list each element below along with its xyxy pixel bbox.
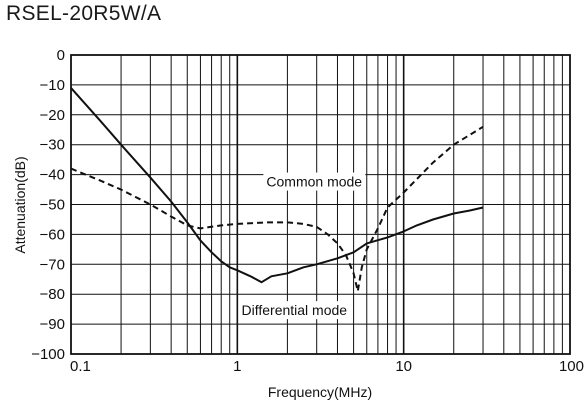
x-tick-label: 0.1	[70, 358, 91, 375]
annotation-background	[263, 172, 366, 191]
chart-title: RSEL-20R5W/A	[6, 2, 162, 25]
annotation-differential-mode: Differential mode	[242, 302, 348, 318]
y-tick-label: −50	[40, 197, 65, 214]
y-axis-label: Attenuation(dB)	[12, 156, 28, 253]
y-tick-label: −100	[31, 346, 65, 363]
y-tick-label: −10	[40, 77, 65, 94]
x-tick-labels: 0.1 1 10 100	[70, 358, 584, 375]
series-line-common-mode	[70, 125, 484, 293]
annotation-layer: Common mode Differential mode	[238, 172, 366, 320]
x-tick-label: 100	[559, 358, 584, 375]
y-tick-label: −60	[40, 226, 65, 243]
y-tick-label: −70	[40, 256, 65, 273]
annotation-common-mode: Common mode	[266, 174, 362, 190]
y-tick-label: −20	[40, 107, 65, 124]
series-line-differential-mode	[70, 87, 484, 284]
x-tick-label: 10	[395, 358, 412, 375]
y-tick-label: −40	[40, 167, 65, 184]
y-tick-labels: 0 −10 −20 −30 −40 −50 −60 −70 −80 −90 −100	[31, 47, 65, 363]
annotation-background	[238, 301, 351, 320]
y-tick-label: −80	[40, 286, 65, 303]
series-layer	[70, 87, 484, 293]
y-tick-label: −90	[40, 316, 65, 333]
y-tick-label: 0	[57, 47, 65, 64]
x-tick-label: 1	[233, 358, 241, 375]
x-axis-label: Frequency(MHz)	[268, 384, 372, 400]
y-tick-label: −30	[40, 137, 65, 154]
